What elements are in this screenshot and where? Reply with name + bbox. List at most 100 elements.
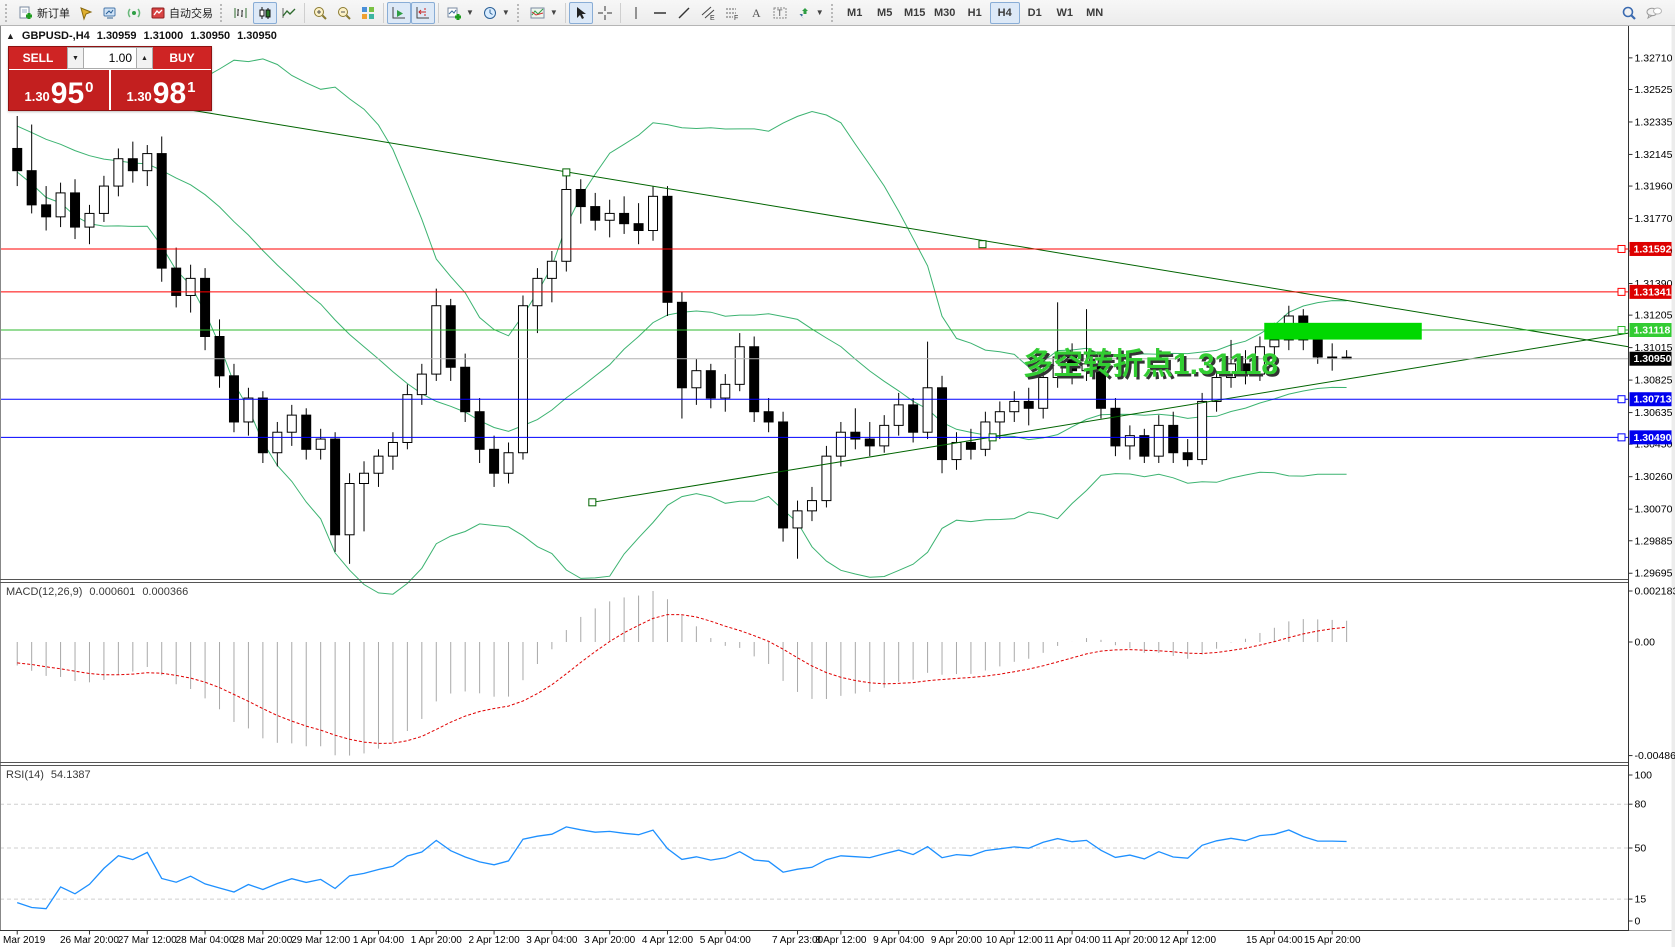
timeframe-w1-button[interactable]: W1 xyxy=(1050,2,1080,24)
price-badge-label: 1.31341 xyxy=(1634,286,1672,298)
macd-tick-label: 0.002183 xyxy=(1635,585,1675,597)
time-tick-label: 1 Apr 20:00 xyxy=(411,935,463,946)
auto-scroll-icon xyxy=(391,5,407,21)
chart-shift-button[interactable] xyxy=(411,1,435,24)
time-tick-label: 4 Apr 12:00 xyxy=(642,935,694,946)
time-tick-label: 10 Apr 12:00 xyxy=(986,935,1043,946)
macd-name: MACD(12,26,9) xyxy=(6,586,83,598)
cursor-icon xyxy=(573,5,589,21)
trendline xyxy=(592,332,1629,503)
price-badge xyxy=(1629,351,1672,366)
timeframe-d1-button[interactable]: D1 xyxy=(1020,2,1050,24)
text-button[interactable]: A xyxy=(744,2,768,24)
volume-decrease-button[interactable]: ▼ xyxy=(67,47,84,69)
signals-button[interactable] xyxy=(122,2,146,24)
chat-button[interactable] xyxy=(1641,2,1667,24)
price-badge xyxy=(1629,392,1672,407)
price-tick-label: 1.32710 xyxy=(1635,52,1673,64)
crosshair-button[interactable] xyxy=(593,2,617,24)
chevron-down-icon: ▼ xyxy=(501,8,510,17)
line-chart-icon xyxy=(281,5,297,21)
price-badge-label: 1.30950 xyxy=(1634,353,1672,365)
toolbar-grip[interactable] xyxy=(516,3,523,22)
auto-scroll-button[interactable] xyxy=(387,1,411,24)
equidistant-channel-button[interactable]: E xyxy=(696,2,720,24)
timeframe-m30-button[interactable]: M30 xyxy=(930,2,960,24)
candlestick-chart-button[interactable] xyxy=(253,1,277,24)
timeframe-h4-button[interactable]: H4 xyxy=(989,1,1020,24)
svg-text:F: F xyxy=(734,15,738,21)
trendline-handle xyxy=(562,168,571,177)
buy-button[interactable]: BUY xyxy=(153,47,211,69)
price-badge-label: 1.30490 xyxy=(1634,432,1672,444)
ohlc-low: 1.30950 xyxy=(190,30,231,42)
zoom-in-button[interactable] xyxy=(308,2,332,24)
chart-shift-icon xyxy=(415,5,431,21)
price-tick-label: 1.30260 xyxy=(1635,471,1673,483)
time-tick-label: 9 Apr 04:00 xyxy=(873,935,925,946)
timeframe-mn-button[interactable]: MN xyxy=(1080,2,1110,24)
buy-price-prefix: 1.30 xyxy=(126,89,152,104)
bar-chart-icon xyxy=(233,5,249,21)
price-tick-label: 1.31205 xyxy=(1635,310,1673,322)
collapse-trade-panel-icon[interactable]: ▲ xyxy=(6,31,15,41)
toolbar-grip[interactable] xyxy=(830,3,837,22)
frame-layer xyxy=(0,26,1675,947)
fibonacci-button[interactable]: F xyxy=(720,2,744,24)
vertical-line-button[interactable] xyxy=(624,2,648,24)
macd-value-main: 0.000601 xyxy=(89,586,136,598)
time-tick-label: 27 Mar 12:00 xyxy=(118,935,177,946)
chart-canvas[interactable]: 多空转折点1.31118多空转折点1.311181.327101.325251.… xyxy=(0,26,1675,947)
line-chart-button[interactable] xyxy=(277,2,301,24)
period-presets-button[interactable]: ▼ xyxy=(478,2,514,24)
time-tick-label: 15 Apr 04:00 xyxy=(1246,935,1303,946)
terminal-icon xyxy=(102,5,118,21)
price-badge-label: 1.30713 xyxy=(1634,394,1672,406)
gold-arrow-button[interactable] xyxy=(74,2,98,24)
time-tick-label: 9 Apr 20:00 xyxy=(931,935,983,946)
new-chart-button[interactable]: ▼ xyxy=(442,2,478,24)
highlight-rectangle xyxy=(1264,322,1422,340)
trendline-handle xyxy=(978,240,987,249)
indicator-window-button[interactable]: ▼ xyxy=(526,2,562,24)
sell-button[interactable]: SELL xyxy=(9,47,67,69)
time-tick-label: 7 Apr 23:00 xyxy=(772,935,824,946)
sell-price-button[interactable]: 1.30 95 0 xyxy=(9,70,109,110)
timeframe-h1-button[interactable]: H1 xyxy=(960,2,990,24)
time-tick-label: 5 Apr 04:00 xyxy=(700,935,752,946)
trendline-button[interactable] xyxy=(672,2,696,24)
text-label-button[interactable]: T xyxy=(768,2,792,24)
search-button[interactable] xyxy=(1617,2,1641,24)
arrows-button[interactable]: ▼ xyxy=(792,2,828,24)
ohlc-open: 1.30959 xyxy=(96,30,137,42)
volume-increase-button[interactable]: ▲ xyxy=(136,47,153,69)
volume-input[interactable] xyxy=(84,47,136,69)
timeframe-m5-button[interactable]: M5 xyxy=(870,2,900,24)
buy-price-button[interactable]: 1.30 98 1 xyxy=(111,70,211,110)
timeframe-m1-button[interactable]: M1 xyxy=(840,2,870,24)
horizontal-line-button[interactable] xyxy=(648,2,672,24)
toolbar-grip[interactable] xyxy=(5,3,11,22)
new-order-button[interactable]: 新订单 xyxy=(14,2,74,24)
price-annotation: 多空转折点1.31118 xyxy=(1023,348,1278,381)
time-tick-label: 3 Apr 20:00 xyxy=(584,935,636,946)
tile-windows-button[interactable] xyxy=(356,2,380,24)
candles-layer xyxy=(12,115,1352,564)
timeframe-m15-button[interactable]: M15 xyxy=(900,2,930,24)
autotrading-button[interactable]: 自动交易 xyxy=(146,2,217,24)
price-badge xyxy=(1629,241,1672,256)
arrows-icon xyxy=(796,5,812,21)
chart-window[interactable]: 多空转折点1.31118 多空转折点1.31118 1.32710 1.32525 1.… xyxy=(0,26,1675,947)
time-tick-label: 3 Apr 04:00 xyxy=(526,935,578,946)
terminal-button[interactable] xyxy=(98,2,122,24)
price-tick-label: 1.30635 xyxy=(1635,407,1673,419)
cursor-button[interactable] xyxy=(568,1,593,24)
zoom-out-button[interactable] xyxy=(332,2,356,24)
rsi-tick-label: 0 xyxy=(1635,916,1641,928)
bar-chart-button[interactable] xyxy=(229,2,253,24)
toolbar-grip[interactable] xyxy=(220,3,226,22)
fibonacci-icon: F xyxy=(724,5,740,21)
price-badge xyxy=(1629,284,1672,299)
svg-text:E: E xyxy=(710,15,715,21)
